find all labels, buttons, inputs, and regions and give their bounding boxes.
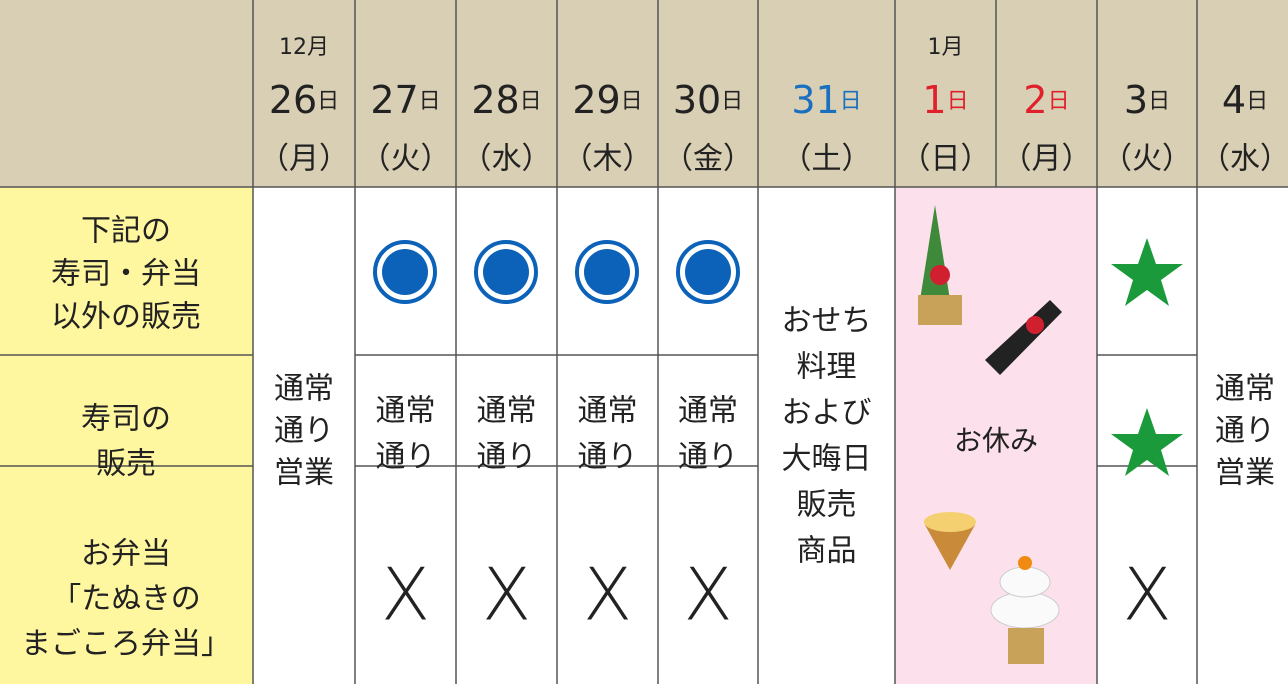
weekday: （月） [259,142,349,177]
row-label: 寿司の [81,402,171,437]
cell-text: 営業 [1215,456,1275,491]
cell-text: 通り [274,414,334,449]
weekday: （火） [1102,142,1192,177]
weekday: （水） [462,142,552,177]
cross: X [683,553,732,637]
cell-text: 通り [578,440,638,475]
day-unit: 日 [1246,89,1268,114]
cell-text: 通常 [678,394,738,429]
weekday: （土） [782,142,872,177]
star-icons [1111,238,1183,476]
month: 12月 [279,35,329,60]
cell-text: 営業 [274,456,334,491]
cell-text: および [782,396,872,431]
day-label: 26日 [269,78,339,122]
day-label: 29日 [572,78,642,122]
day-unit: 日 [947,89,969,114]
row-label: 寿司・弁当 [51,257,201,292]
day: 28 [471,78,519,122]
cell-text: 通り [1215,414,1275,449]
month: 1月 [928,35,964,60]
day-label: 2日 [1023,78,1069,122]
weekday: （月） [1002,142,1092,177]
weekday: （日） [901,142,991,177]
day-label: 30日 [673,78,743,122]
weekday: （木） [563,142,653,177]
cell-text: 通り [376,440,436,475]
day: 29 [572,78,620,122]
day: 30 [673,78,721,122]
day: 27 [370,78,418,122]
day: 4 [1222,78,1246,122]
cell-text: 通り [678,440,738,475]
day: 26 [269,78,317,122]
day-unit: 日 [317,89,339,114]
cell-highlight: 商品 [797,534,857,569]
day: 2 [1023,78,1047,122]
day-unit: 日 [1048,89,1070,114]
day-unit: 日 [1148,89,1170,114]
cell-text: 通り [477,440,537,475]
weekday: （火） [361,142,451,177]
day-label: 1日 [922,78,968,122]
decorations [918,205,1062,664]
cross: X [583,553,632,637]
row-label: 下記の [81,214,171,249]
cross: X [482,553,531,637]
day-unit: 日 [419,89,441,114]
cell-text: 通常 [274,372,334,407]
header-bg [0,0,1288,187]
day-label: 27日 [370,78,440,122]
day-unit: 日 [840,89,862,114]
day: 1 [922,78,946,122]
day-unit: 日 [621,89,643,114]
cell-text: 通常 [477,394,537,429]
day: 31 [791,78,839,122]
cross: X [1122,553,1171,637]
holiday-label: お休み [954,424,1038,457]
cross: X [381,553,430,637]
row-label: まごころ弁当」 [21,627,231,662]
day-label: 4日 [1222,78,1268,122]
cell-text: 料理 [797,350,857,385]
cell-text: 通常 [376,394,436,429]
cell-text: 通常 [578,394,638,429]
weekday: （金） [663,142,753,177]
circle-icons [373,240,740,304]
cell-text: 通常 [1215,372,1275,407]
day-label: 28日 [471,78,541,122]
cell-highlight: 大晦日 [782,442,872,477]
day-unit: 日 [721,89,743,114]
row-label: 販売 [96,447,156,482]
weekday: （水） [1200,142,1288,177]
label-bg [0,187,253,684]
day-label: 31日 [791,78,861,122]
day-label: 3日 [1124,78,1170,122]
day: 3 [1124,78,1148,122]
row-label: 「たぬきの [51,582,200,617]
cell-highlight: 販売 [797,488,857,523]
row-label: 以外の販売 [51,300,201,335]
cell-text: おせち [782,304,872,339]
day-unit: 日 [520,89,542,114]
row-label: お弁当 [81,537,171,572]
